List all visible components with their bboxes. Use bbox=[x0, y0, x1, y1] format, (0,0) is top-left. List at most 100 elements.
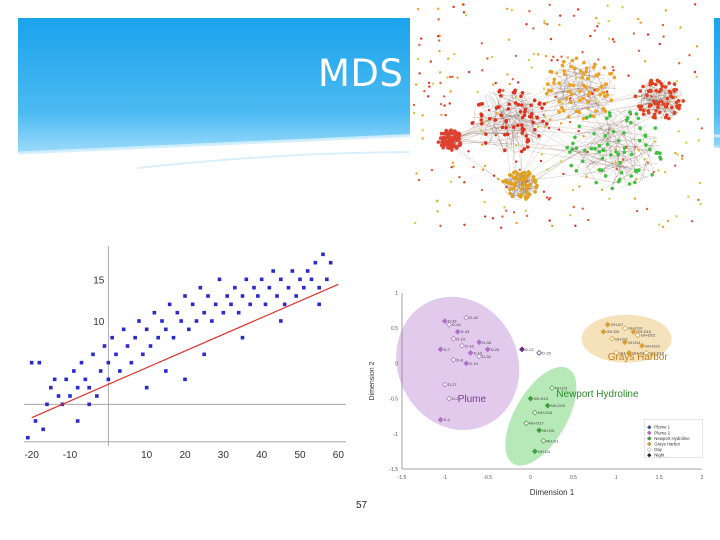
network-edge bbox=[515, 92, 587, 183]
network-node bbox=[480, 69, 484, 72]
network-edge bbox=[483, 97, 536, 141]
x-tick-label: 20 bbox=[179, 450, 191, 460]
scatter-point bbox=[240, 335, 245, 340]
network-node bbox=[653, 140, 657, 143]
network-node bbox=[533, 190, 537, 194]
network-node bbox=[526, 179, 529, 183]
legend-marker bbox=[647, 453, 652, 458]
network-node bbox=[622, 131, 626, 135]
network-node bbox=[521, 183, 525, 188]
network-node bbox=[544, 122, 549, 126]
mds-point-label: D-16 bbox=[465, 343, 474, 348]
network-node bbox=[605, 142, 610, 146]
network-node bbox=[593, 62, 597, 67]
network-node bbox=[527, 114, 532, 119]
network-node bbox=[586, 92, 591, 97]
network-edge bbox=[491, 117, 541, 140]
network-node bbox=[611, 38, 615, 41]
network-node bbox=[515, 221, 518, 225]
scatter-axes bbox=[24, 246, 346, 446]
scatter-point bbox=[133, 335, 137, 340]
network-node bbox=[413, 221, 417, 225]
x-tick-label: -10 bbox=[63, 450, 78, 460]
network-edge bbox=[486, 91, 532, 134]
network-node bbox=[421, 129, 424, 132]
network-node bbox=[562, 69, 566, 73]
network-node bbox=[520, 90, 525, 95]
network-node bbox=[484, 132, 488, 136]
network-node bbox=[441, 143, 446, 148]
network-node bbox=[652, 99, 656, 104]
mds-point-label: GH-D10 bbox=[628, 326, 643, 331]
mds-point bbox=[463, 314, 470, 321]
network-node bbox=[412, 111, 416, 115]
network-node bbox=[526, 170, 531, 174]
mds-point bbox=[536, 427, 543, 434]
grays-harbor-ellipse bbox=[581, 314, 672, 363]
network-edge bbox=[519, 94, 652, 179]
network-edge bbox=[644, 108, 679, 114]
network-node bbox=[499, 93, 503, 98]
network-node bbox=[644, 60, 647, 63]
network-node bbox=[522, 127, 526, 132]
scatter-point bbox=[252, 285, 256, 290]
network-node bbox=[518, 195, 523, 199]
network-node bbox=[586, 150, 589, 154]
x-tick-label: 60 bbox=[333, 450, 345, 460]
mds-point-label: NH-D5 bbox=[542, 428, 555, 433]
network-node bbox=[608, 113, 612, 118]
network-node bbox=[454, 146, 459, 151]
network-node bbox=[658, 42, 661, 46]
network-node bbox=[446, 57, 450, 60]
network-node bbox=[658, 151, 662, 156]
network-edge bbox=[517, 93, 599, 134]
network-node bbox=[574, 56, 579, 61]
network-node bbox=[634, 112, 639, 116]
network-node bbox=[658, 155, 662, 160]
network-node bbox=[501, 215, 504, 218]
network-node bbox=[680, 157, 684, 160]
network-node bbox=[525, 214, 529, 218]
network-node bbox=[467, 150, 470, 153]
network-node bbox=[649, 78, 654, 83]
scatter-point bbox=[118, 369, 122, 373]
network-edge bbox=[516, 119, 592, 139]
scatter-point bbox=[45, 402, 49, 407]
network-node bbox=[437, 18, 440, 21]
scatter-point bbox=[225, 294, 229, 298]
network-edge bbox=[488, 97, 524, 135]
network-node bbox=[525, 195, 530, 200]
scatter-point bbox=[309, 277, 314, 282]
scatter-point bbox=[248, 302, 252, 307]
network-node bbox=[664, 104, 669, 109]
network-node bbox=[428, 85, 431, 88]
network-node bbox=[637, 49, 641, 52]
network-node bbox=[522, 147, 527, 151]
network-edge bbox=[567, 71, 586, 79]
scatter-point bbox=[202, 310, 206, 315]
network-edge bbox=[546, 85, 574, 88]
mds-point bbox=[639, 342, 645, 349]
network-node bbox=[533, 127, 537, 132]
network-edge bbox=[484, 132, 511, 134]
network-node bbox=[667, 116, 671, 121]
network-node bbox=[548, 118, 552, 121]
network-node bbox=[638, 126, 642, 131]
network-node bbox=[639, 21, 642, 24]
scatter-point bbox=[144, 385, 149, 390]
scatter-point bbox=[240, 294, 245, 298]
network-node bbox=[536, 126, 540, 129]
network-node bbox=[507, 173, 512, 177]
scatter-points bbox=[26, 252, 333, 440]
network-node bbox=[582, 148, 587, 153]
scatter-point bbox=[148, 344, 153, 348]
network-node bbox=[479, 113, 484, 118]
network-node bbox=[596, 25, 599, 28]
mds-point bbox=[609, 335, 615, 342]
network-node bbox=[693, 70, 697, 74]
network-node bbox=[570, 58, 575, 63]
network-node bbox=[610, 186, 615, 191]
mds-point bbox=[446, 321, 453, 328]
network-node bbox=[641, 112, 646, 116]
network-node bbox=[634, 169, 639, 174]
